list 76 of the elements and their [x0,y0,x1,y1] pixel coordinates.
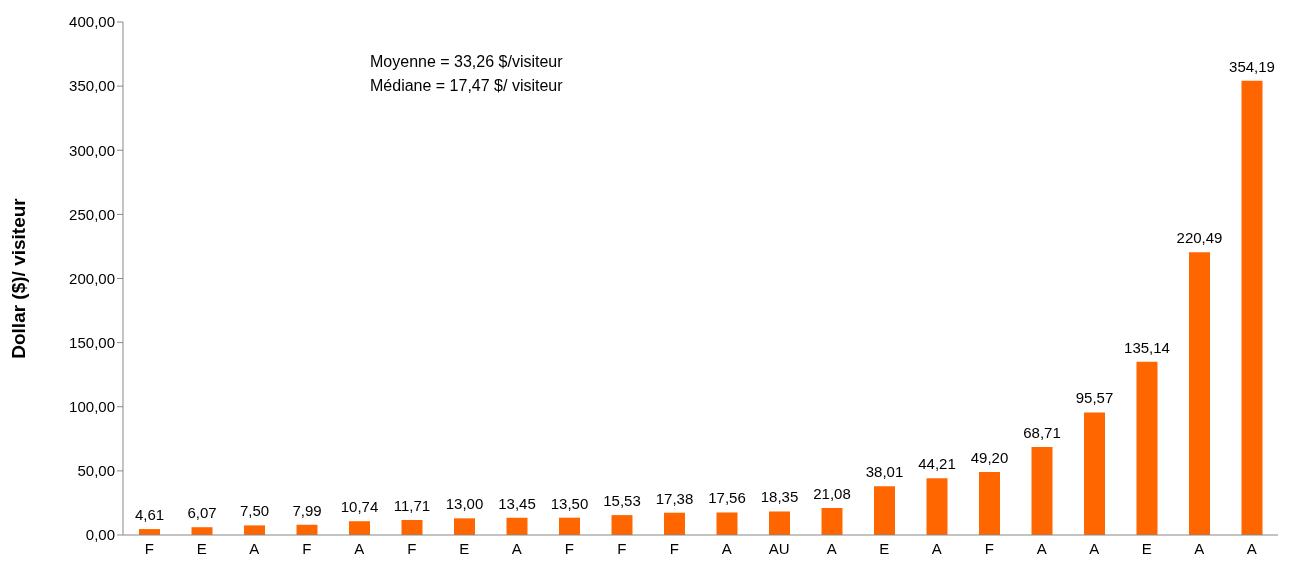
y-tick-label: 200,00 [69,269,115,287]
data-label: 7,99 [292,501,322,519]
x-tick-label: A [511,539,522,557]
data-label: 68,71 [1023,423,1061,441]
bar [979,471,1000,535]
y-tick-label: 150,00 [69,333,115,351]
y-tick-label: 400,00 [69,13,115,31]
bar [401,519,423,535]
bar [349,521,370,535]
data-label: 220,49 [1176,229,1223,247]
data-label: 7,50 [239,502,270,520]
data-label: 15,53 [603,492,641,510]
data-label: 135,14 [1124,338,1170,356]
bar [559,517,580,535]
bar [1136,361,1158,535]
x-tick-label: F [617,539,627,557]
annotation: Moyenne = 33,26 $/visiteur [370,52,563,72]
data-label: 4,61 [134,506,165,524]
data-label: 13,00 [445,495,484,513]
data-label: 38,01 [865,463,904,481]
data-label: 17,38 [655,489,694,507]
bar [1031,446,1053,535]
bar [244,525,265,535]
data-label: 13,50 [550,494,589,512]
data-label: 44,21 [918,455,956,473]
x-tick-label: A [721,539,732,557]
x-tick-label: A [931,539,942,557]
data-label: 95,57 [1075,389,1114,407]
data-label: 18,35 [760,488,799,506]
y-axis-title: Dollar ($)/ visiteur [7,197,29,359]
x-tick-label: A [1194,539,1205,557]
x-tick-label: E [879,539,890,557]
bar [611,515,633,535]
bar [506,517,528,535]
x-tick-label: A [249,539,260,557]
data-label: 17,56 [708,489,746,507]
bar [1084,412,1105,535]
x-tick-label: F [669,539,679,557]
y-tick-label: 0,00 [85,526,115,544]
data-label: 6,07 [187,504,217,522]
data-label: 49,20 [970,448,1009,466]
data-label: 21,08 [813,484,851,502]
y-tick-label: 100,00 [69,398,115,416]
data-label: 11,71 [393,496,431,514]
annotation: Médiane = 17,47 $/ visiteur [370,76,563,96]
x-tick-label: A [1246,539,1257,557]
x-tick-label: A [354,539,365,557]
data-label: 10,74 [340,498,379,516]
x-tick-label: F [144,539,154,557]
x-tick-label: F [302,539,312,557]
x-tick-label: AU [768,539,790,557]
x-tick-label: F [564,539,574,557]
x-tick-label: E [1141,539,1152,557]
x-tick-label: E [459,539,470,557]
bar [1189,252,1210,535]
bar [769,511,790,535]
bar [821,507,843,535]
data-label: 354,19 [1229,57,1275,75]
bar [454,518,475,535]
bar [664,512,685,535]
x-tick-label: A [826,539,837,557]
bar [191,527,213,535]
bar [874,486,895,535]
bar [926,478,948,535]
x-tick-label: F [984,539,994,557]
x-tick-label: F [407,539,417,557]
y-tick-label: 350,00 [69,77,115,95]
y-tick-label: 250,00 [69,205,115,223]
y-tick-label: 50,00 [77,462,115,480]
x-tick-label: A [1036,539,1047,557]
bar [716,512,738,535]
bar [1241,80,1263,535]
y-tick-label: 300,00 [69,141,115,159]
data-label: 13,45 [498,494,536,512]
x-tick-label: A [1089,539,1100,557]
x-tick-label: E [196,539,207,557]
